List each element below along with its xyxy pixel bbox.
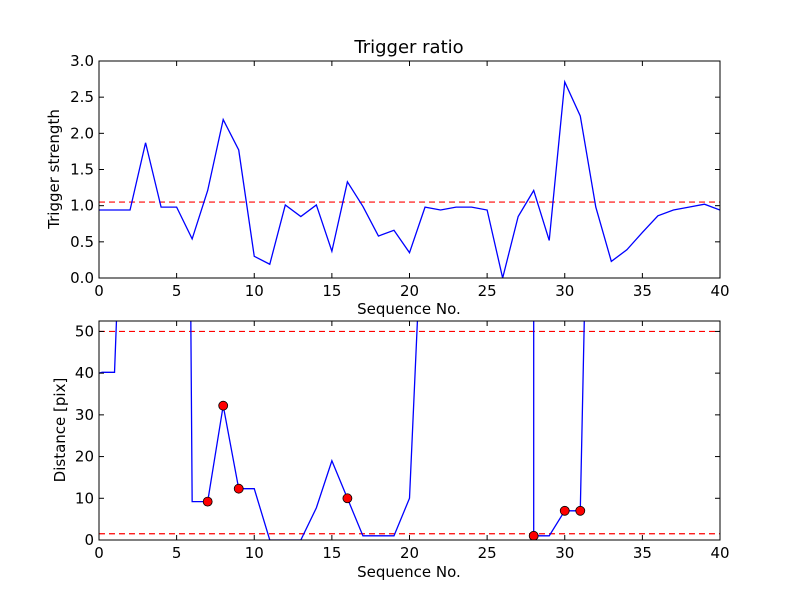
y-tick-label: 1.5 <box>70 161 94 179</box>
data-point-marker <box>233 483 244 494</box>
plot-area <box>99 321 720 540</box>
data-point-marker <box>342 493 353 504</box>
x-tick-label: 5 <box>172 282 182 300</box>
y-tick-label: 0 <box>84 531 94 549</box>
x-tick-label: 25 <box>478 282 497 300</box>
distance-subplot: 0 5 10 15 20 25 30 35 40 0 10 20 30 40 50 Sequence No.… <box>51 320 730 581</box>
ticks: 0 5 10 15 20 25 30 35 40 0.0 0.5 1.0 1.5 2.0 2.5 3.0 <box>70 52 729 300</box>
x-tick-label: 15 <box>322 282 341 300</box>
data-point-marker <box>528 530 539 540</box>
y-tick-label: 2.0 <box>70 124 94 142</box>
chart-title: Trigger ratio <box>353 37 463 58</box>
x-tick-label: 20 <box>400 544 419 562</box>
data-point-marker <box>202 496 213 507</box>
y-tick-label: 50 <box>75 322 94 340</box>
x-tick-label: 35 <box>633 282 652 300</box>
data-point-marker <box>218 400 229 411</box>
y-axis-label: Trigger strength <box>45 109 63 230</box>
x-tick-label: 5 <box>172 544 182 562</box>
x-tick-label: 10 <box>245 544 264 562</box>
x-axis-label: Sequence No. <box>357 300 461 318</box>
x-axis-label: Sequence No. <box>357 563 461 581</box>
x-tick-label: 10 <box>245 282 264 300</box>
x-tick-label: 0 <box>94 544 104 562</box>
trigger-ratio-subplot: Trigger ratio 0 5 10 15 20 25 30 35 40 0.0 0.5 1.0 1… <box>45 37 730 318</box>
y-tick-label: 1.0 <box>70 197 94 215</box>
y-tick-label: 30 <box>75 406 94 424</box>
x-tick-label: 30 <box>555 544 574 562</box>
x-tick-label: 25 <box>478 544 497 562</box>
x-tick-label: 40 <box>710 282 729 300</box>
x-tick-label: 0 <box>94 282 104 300</box>
plot-area <box>99 79 720 278</box>
series-line <box>99 79 720 278</box>
y-tick-label: 3.0 <box>70 52 94 70</box>
y-tick-label: 2.5 <box>70 88 94 106</box>
y-axis-label: Distance [pix] <box>51 378 69 483</box>
y-tick-label: 0.5 <box>70 233 94 251</box>
x-tick-label: 35 <box>633 544 652 562</box>
x-tick-label: 15 <box>322 544 341 562</box>
x-tick-label: 30 <box>555 282 574 300</box>
x-tick-label: 40 <box>710 544 729 562</box>
y-tick-label: 20 <box>75 448 94 466</box>
x-tick-label: 20 <box>400 282 419 300</box>
series-line <box>99 321 585 540</box>
ticks: 0 5 10 15 20 25 30 35 40 0 10 20 30 40 50 <box>75 321 730 562</box>
data-point-marker <box>559 505 570 516</box>
y-tick-label: 0.0 <box>70 269 94 287</box>
y-tick-label: 10 <box>75 489 94 507</box>
data-point-marker <box>575 505 586 516</box>
y-tick-label: 40 <box>75 364 94 382</box>
